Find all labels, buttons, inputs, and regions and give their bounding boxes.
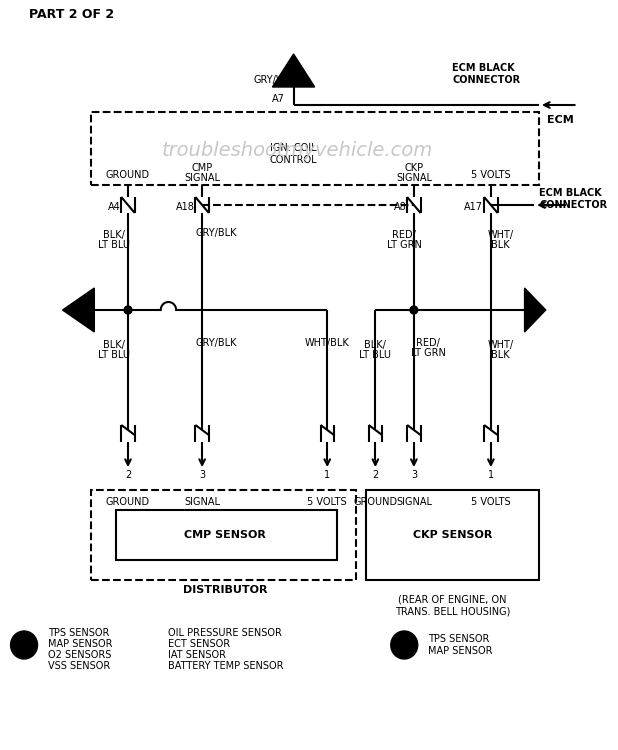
Text: B: B bbox=[399, 638, 410, 652]
Text: IGN. COIL: IGN. COIL bbox=[270, 143, 317, 153]
Text: SIGNAL: SIGNAL bbox=[184, 497, 220, 507]
Text: 1: 1 bbox=[324, 470, 330, 480]
Text: VSS SENSOR: VSS SENSOR bbox=[48, 661, 111, 671]
Text: BLK: BLK bbox=[491, 240, 510, 250]
Text: IAT SENSOR: IAT SENSOR bbox=[169, 650, 226, 660]
Text: 3: 3 bbox=[199, 470, 205, 480]
Text: MAP SENSOR: MAP SENSOR bbox=[428, 646, 493, 656]
Text: WHT/: WHT/ bbox=[488, 340, 514, 350]
Text: CMP: CMP bbox=[192, 163, 213, 173]
Text: RED/: RED/ bbox=[417, 338, 440, 348]
Text: WHT/BLK: WHT/BLK bbox=[305, 338, 350, 348]
Text: ECT SENSOR: ECT SENSOR bbox=[169, 639, 231, 649]
Text: MAP SENSOR: MAP SENSOR bbox=[48, 639, 112, 649]
Text: 1: 1 bbox=[488, 470, 494, 480]
Text: (REAR OF ENGINE, ON: (REAR OF ENGINE, ON bbox=[398, 595, 507, 605]
Text: OIL PRESSURE SENSOR: OIL PRESSURE SENSOR bbox=[169, 628, 282, 638]
Text: CONTROL: CONTROL bbox=[269, 155, 318, 165]
Text: GRY/BLK: GRY/BLK bbox=[196, 228, 237, 238]
Text: ECM: ECM bbox=[547, 115, 574, 125]
Text: BATTERY TEMP SENSOR: BATTERY TEMP SENSOR bbox=[169, 661, 284, 671]
Text: SIGNAL: SIGNAL bbox=[396, 173, 432, 183]
Text: TPS SENSOR: TPS SENSOR bbox=[48, 628, 109, 638]
Polygon shape bbox=[62, 288, 95, 332]
Text: DISTRIBUTOR: DISTRIBUTOR bbox=[183, 585, 268, 595]
Text: LT BLU: LT BLU bbox=[98, 240, 130, 250]
Text: CKP: CKP bbox=[404, 163, 423, 173]
Text: A8: A8 bbox=[394, 202, 406, 212]
Text: A: A bbox=[289, 64, 298, 77]
Text: B: B bbox=[533, 304, 542, 316]
Text: GRY/WHT: GRY/WHT bbox=[253, 75, 299, 85]
Text: TRANS. BELL HOUSING): TRANS. BELL HOUSING) bbox=[395, 607, 510, 617]
Text: BLK: BLK bbox=[491, 350, 510, 360]
Text: ECM BLACK: ECM BLACK bbox=[539, 188, 602, 198]
Text: A7: A7 bbox=[273, 94, 286, 104]
Text: A: A bbox=[19, 638, 30, 652]
Text: BLK/: BLK/ bbox=[103, 230, 124, 240]
Text: LT GRN: LT GRN bbox=[411, 348, 446, 358]
Circle shape bbox=[391, 631, 418, 659]
Text: A4: A4 bbox=[108, 202, 121, 212]
Text: A18: A18 bbox=[176, 202, 195, 212]
Text: RED/: RED/ bbox=[392, 230, 416, 240]
Text: troubleshootmyvehicle.com: troubleshootmyvehicle.com bbox=[162, 140, 433, 160]
Polygon shape bbox=[525, 288, 546, 332]
Text: 2: 2 bbox=[125, 470, 131, 480]
Text: O2 SENSORS: O2 SENSORS bbox=[48, 650, 111, 660]
Text: CKP SENSOR: CKP SENSOR bbox=[413, 530, 492, 540]
Text: 5 VOLTS: 5 VOLTS bbox=[307, 497, 347, 507]
Text: CMP SENSOR: CMP SENSOR bbox=[184, 530, 266, 540]
Text: 2: 2 bbox=[372, 470, 378, 480]
Text: BLK/: BLK/ bbox=[103, 340, 124, 350]
Text: A: A bbox=[70, 304, 80, 316]
Polygon shape bbox=[273, 54, 315, 87]
Text: GROUND: GROUND bbox=[353, 497, 397, 507]
Text: GROUND: GROUND bbox=[106, 170, 150, 180]
Text: GRY/BLK: GRY/BLK bbox=[196, 338, 237, 348]
Circle shape bbox=[410, 306, 418, 314]
Text: LT BLU: LT BLU bbox=[360, 350, 391, 360]
Text: CONNECTOR: CONNECTOR bbox=[452, 75, 520, 85]
Text: SIGNAL: SIGNAL bbox=[396, 497, 432, 507]
Text: GROUND: GROUND bbox=[106, 497, 150, 507]
Text: 5 VOLTS: 5 VOLTS bbox=[471, 497, 510, 507]
Text: TPS SENSOR: TPS SENSOR bbox=[428, 634, 489, 644]
Text: ECM BLACK: ECM BLACK bbox=[452, 63, 515, 73]
Circle shape bbox=[124, 306, 132, 314]
Text: CONNECTOR: CONNECTOR bbox=[539, 200, 607, 210]
Text: PART 2 OF 2: PART 2 OF 2 bbox=[29, 8, 114, 22]
Circle shape bbox=[11, 631, 38, 659]
Text: LT GRN: LT GRN bbox=[387, 240, 421, 250]
Text: LT BLU: LT BLU bbox=[98, 350, 130, 360]
Text: BLK/: BLK/ bbox=[365, 340, 386, 350]
Text: A17: A17 bbox=[464, 202, 483, 212]
Text: SIGNAL: SIGNAL bbox=[184, 173, 220, 183]
Text: WHT/: WHT/ bbox=[488, 230, 514, 240]
Text: 5 VOLTS: 5 VOLTS bbox=[471, 170, 510, 180]
Text: 3: 3 bbox=[411, 470, 417, 480]
